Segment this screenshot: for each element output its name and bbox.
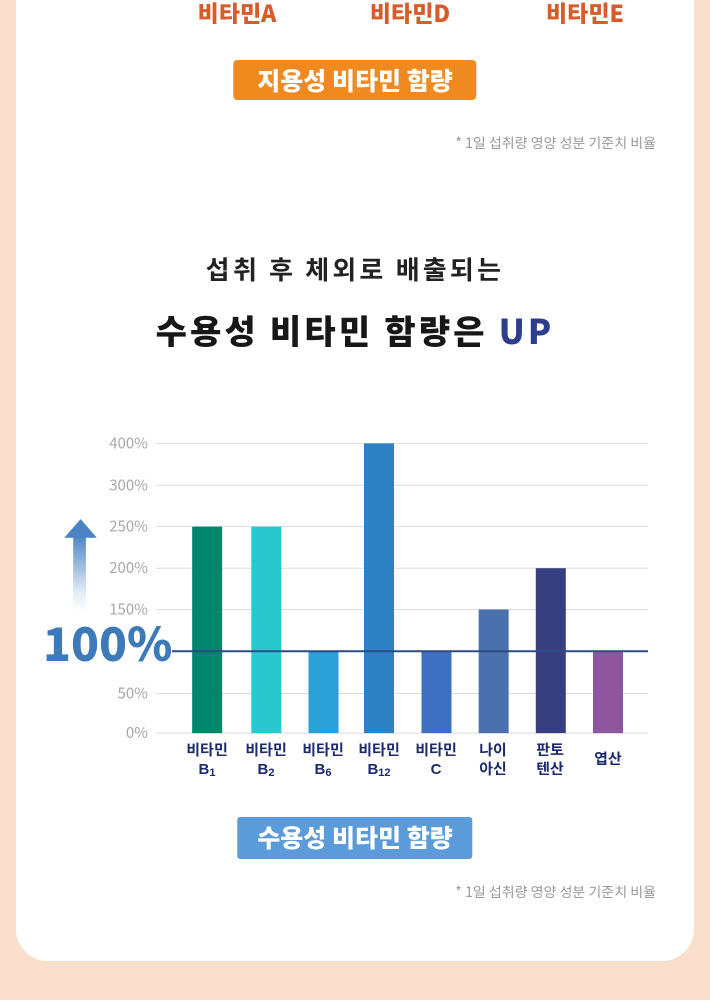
svg-text:텐산: 텐산 (536, 761, 564, 778)
svg-text:0%: 0% (126, 722, 148, 743)
svg-text:비타민: 비타민 (415, 742, 456, 759)
svg-text:B1: B1 (199, 761, 216, 779)
svg-text:300%: 300% (109, 474, 148, 495)
svg-text:50%: 50% (118, 683, 149, 704)
svg-text:판토: 판토 (536, 742, 564, 759)
svg-text:C: C (431, 761, 442, 778)
svg-text:100%: 100% (43, 609, 172, 675)
svg-text:나이: 나이 (479, 742, 507, 759)
svg-text:아신: 아신 (479, 761, 507, 778)
svg-text:비타민: 비타민 (186, 742, 227, 759)
svg-text:B2: B2 (258, 761, 275, 779)
svg-text:250%: 250% (109, 516, 148, 537)
svg-text:B6: B6 (315, 761, 332, 779)
svg-text:비타민: 비타민 (302, 742, 343, 759)
svg-text:B12: B12 (367, 761, 390, 779)
svg-text:200%: 200% (109, 557, 148, 578)
svg-text:400%: 400% (109, 432, 148, 453)
svg-text:비타민: 비타민 (358, 742, 399, 759)
svg-text:비타민: 비타민 (245, 742, 286, 759)
svg-text:엽산: 엽산 (594, 751, 622, 768)
